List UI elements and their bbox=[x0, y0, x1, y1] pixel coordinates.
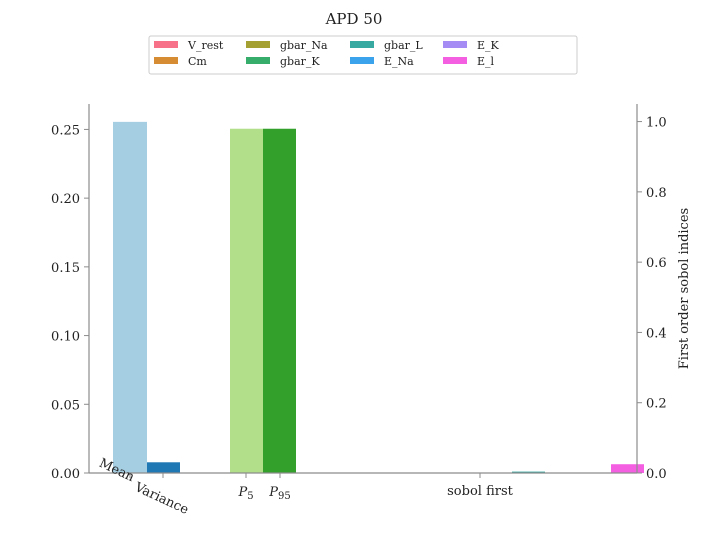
axes-group: 0.00 0.05 0.10 0.15 0.20 0.25 0.0 0.2 0.4 0.6 0.8 1… bbox=[51, 104, 692, 518]
legend-label-v-rest: V_rest bbox=[187, 39, 224, 52]
bar-mean bbox=[113, 121, 147, 474]
legend-label-cm: Cm bbox=[188, 55, 207, 68]
left-tick-label: 0.15 bbox=[51, 261, 80, 276]
legend-swatch-e-k bbox=[443, 41, 467, 48]
legend-swatch-v-rest bbox=[154, 41, 178, 48]
left-tick-label: 0.25 bbox=[51, 123, 80, 138]
x-label-p95: P95 bbox=[268, 485, 290, 502]
sobol-bar-gbar-l bbox=[512, 471, 545, 473]
x-label-p5: P5 bbox=[237, 485, 253, 502]
bar-p95 bbox=[263, 128, 296, 473]
legend-swatch-e-l bbox=[443, 57, 467, 64]
right-tick-label: 0.2 bbox=[646, 397, 667, 412]
legend: V_rest Cm gbar_Na gbar_K gbar_L E_Na E_K E_l bbox=[148, 35, 578, 75]
legend-swatch-cm bbox=[154, 57, 178, 64]
legend-swatch-e-na bbox=[350, 57, 374, 64]
x-label-variance: Variance bbox=[131, 480, 191, 518]
right-tick-label: 0.6 bbox=[646, 256, 667, 271]
bars-group bbox=[113, 121, 644, 474]
legend-label-e-k: E_K bbox=[477, 39, 500, 52]
legend-swatch-gbar-na bbox=[246, 41, 270, 48]
right-tick-label: 0.8 bbox=[646, 186, 667, 201]
right-tick-label: 1.0 bbox=[646, 116, 667, 131]
bar-p5 bbox=[230, 128, 263, 473]
legend-label-e-na: E_Na bbox=[384, 55, 414, 68]
left-tick-label: 0.00 bbox=[51, 467, 80, 482]
right-axis-label: First order sobol indices bbox=[677, 208, 692, 369]
bar-variance bbox=[147, 462, 180, 473]
x-label-sobol-first: sobol first bbox=[447, 484, 513, 499]
right-tick-label: 0.0 bbox=[646, 467, 667, 482]
left-tick-label: 0.10 bbox=[51, 330, 80, 345]
legend-label-gbar-na: gbar_Na bbox=[280, 39, 328, 52]
legend-swatch-gbar-k bbox=[246, 57, 270, 64]
right-tick-label: 0.4 bbox=[646, 326, 667, 341]
left-tick-label: 0.20 bbox=[51, 192, 80, 207]
legend-swatch-gbar-l bbox=[350, 41, 374, 48]
legend-label-e-l: E_l bbox=[477, 55, 495, 68]
chart-title: APD 50 bbox=[325, 10, 383, 28]
legend-label-gbar-l: gbar_L bbox=[384, 39, 423, 52]
sobol-bar-e-l bbox=[611, 464, 644, 473]
left-tick-label: 0.05 bbox=[51, 398, 80, 413]
legend-label-gbar-k: gbar_K bbox=[280, 55, 320, 68]
